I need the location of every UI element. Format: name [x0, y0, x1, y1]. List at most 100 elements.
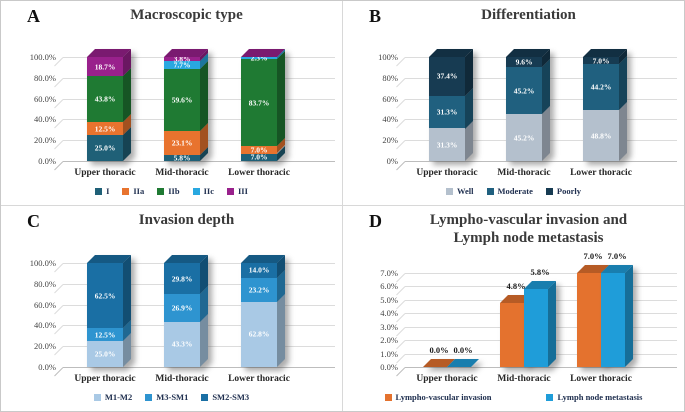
bar-segment [601, 265, 633, 367]
value-label: 4.8% [506, 280, 526, 291]
category-label: Mid-thoracic [155, 374, 209, 384]
bar-segment: 62.8% [241, 293, 285, 367]
chart-title: Differentiation [383, 7, 674, 25]
panel-letter: B [369, 6, 382, 26]
y-tick-label: 100% [378, 52, 398, 62]
bar-segment: 7.7% [164, 52, 208, 69]
bar-stack [500, 294, 532, 367]
legend-item: Well [445, 186, 474, 196]
bar-segment: 5.8% [164, 146, 208, 161]
value-label: 26.9% [171, 303, 193, 313]
chart-title-text: Differentiation [481, 7, 576, 23]
value-label: 18.7% [94, 61, 116, 71]
chart-title-text: Invasion depth [138, 212, 235, 228]
legend-swatch [486, 187, 494, 195]
legend-item: III [226, 186, 248, 196]
bar-segment: 9.6% [506, 49, 550, 67]
bar-stack [601, 265, 633, 367]
value-label: 43.8% [94, 94, 116, 104]
y-tick-label: 100.0% [29, 52, 56, 62]
legend-label: SM2-SM3 [212, 392, 250, 402]
bar-segment: 23.1% [164, 122, 208, 155]
y-tick-label: 2.0% [380, 335, 398, 346]
legend: Well Moderate Poorly [343, 186, 684, 196]
legend-swatch [545, 187, 553, 195]
legend-label: IIa [133, 186, 145, 196]
y-tick-label: 0.0% [38, 156, 56, 166]
value-label: 14.0% [248, 265, 270, 275]
y-tick-label: 5.0% [380, 294, 398, 305]
value-label: 7.0% [250, 145, 268, 155]
bar-side-face [548, 281, 556, 367]
value-label: 9.6% [515, 57, 533, 67]
bar-segment: 25.0% [87, 333, 131, 367]
bar-side-face [123, 255, 131, 328]
y-tick-label: 40% [382, 114, 398, 125]
bar [601, 265, 633, 367]
value-label: 0.0% [429, 345, 449, 355]
gridline [54, 367, 335, 377]
value-label: 23.1% [171, 138, 193, 148]
bar-stack: 25.0% 12.5% 43.8% 18.7% [87, 49, 131, 161]
bar-segment: 31.3% [429, 120, 473, 161]
gridline [396, 367, 677, 377]
bar-segment: 18.7% [87, 49, 131, 77]
bar-side-face [625, 265, 633, 367]
bar-segment: 45.2% [506, 106, 550, 161]
chart-title-text: Macroscopic type [130, 7, 243, 23]
bar [577, 265, 609, 367]
value-label: 48.8% [590, 130, 612, 140]
bar-segment: 2.3% [241, 49, 285, 61]
bar-segment: 25.0% [87, 127, 131, 161]
value-label: 7.0% [592, 55, 610, 65]
legend-swatch [226, 187, 234, 195]
legend-label: Poorly [556, 186, 581, 196]
y-tick-label: 80.0% [34, 278, 56, 289]
value-label: 12.5% [94, 123, 116, 133]
category-label: Mid-thoracic [155, 168, 209, 178]
legend-swatch [157, 187, 165, 195]
bar [500, 294, 532, 367]
bar-side-face [619, 102, 627, 161]
bar-side-face [619, 56, 627, 111]
y-tick-label: 7.0% [380, 268, 398, 278]
value-label: 23.2% [248, 284, 270, 294]
legend-swatch [122, 187, 130, 195]
value-label: 7.0% [250, 152, 268, 162]
bar-stack: 43.3% 26.9% 29.8% [164, 255, 208, 367]
legend-item: IIa [122, 186, 144, 196]
bar-segment: 12.5% [87, 320, 131, 341]
bar [524, 281, 556, 367]
value-label: 62.8% [248, 329, 270, 339]
bar-segment: 26.9% [164, 286, 208, 322]
bar-segment: 48.8% [583, 102, 627, 161]
value-label: 44.2% [590, 82, 612, 92]
bar-segment: 7.0% [583, 49, 627, 65]
category-label: Lower thoracic [570, 374, 632, 384]
bar-stack: 45.2% 45.2% 9.6% [506, 49, 550, 161]
chart-title: Invasion depth [41, 212, 332, 230]
legend-item: I [95, 186, 109, 196]
plot-area: 7.0% 6.0% 5.0% 4.0% 3.0% 2.0% 1.0% 0.0% 0.0% 0.0%… [380, 251, 677, 384]
value-label: 31.3% [436, 107, 458, 117]
legend: I IIa IIb IIc III [1, 186, 342, 196]
legend-swatch [93, 393, 101, 401]
legend-item: M3-SM1 [145, 392, 188, 402]
y-tick-label: 100.0% [29, 258, 56, 268]
value-label: 59.6% [171, 95, 193, 105]
legend-label: Lympho-vascular invasion [395, 392, 492, 402]
category-label: Lower thoracic [228, 374, 290, 384]
value-label: 0.0% [453, 345, 473, 355]
bar-segment: 59.6% [164, 60, 208, 131]
gridline [54, 161, 335, 171]
legend-item: Lympho-vascular invasion [384, 392, 492, 402]
y-tick-label: 60% [382, 93, 398, 104]
legend-label: Lymph node metastasis [557, 392, 643, 402]
bar: 7.0% 7.0% 83.7% 2.3% [241, 49, 285, 162]
value-label: 43.3% [171, 339, 193, 349]
value-label: 45.2% [513, 132, 535, 142]
y-tick-label: 4.0% [380, 308, 398, 319]
bar-segment: 44.2% [583, 56, 627, 111]
legend-label: Well [456, 186, 474, 196]
bar-side-face [200, 60, 208, 131]
